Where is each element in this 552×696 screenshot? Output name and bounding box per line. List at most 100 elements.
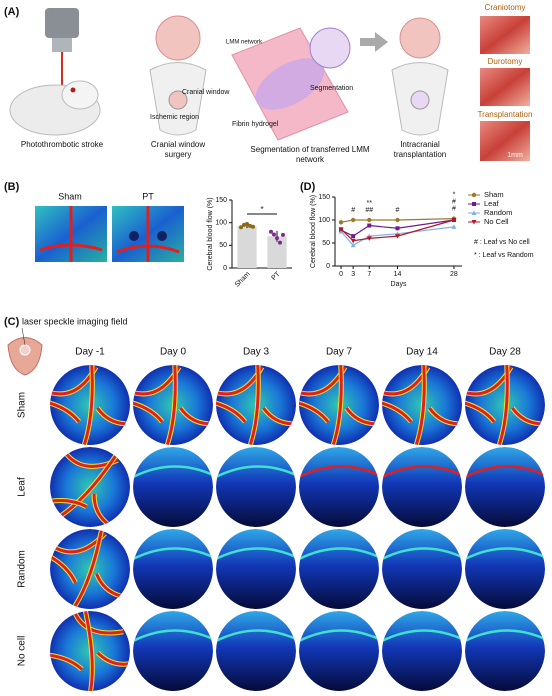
- speckle-image: [216, 365, 296, 445]
- y-axis-label: Cerebral blood flow (%): [207, 197, 214, 270]
- callout: Ischemic region: [150, 114, 199, 121]
- significance-label: ##: [365, 207, 373, 214]
- photo-label: Craniotomy: [485, 3, 526, 12]
- day-label: Day 7: [326, 347, 353, 358]
- marker: [367, 217, 372, 223]
- speckle-image: [465, 529, 545, 609]
- image-label: PT: [142, 191, 154, 201]
- vessel: [465, 400, 496, 423]
- caption: Cranial window surgery: [150, 140, 206, 159]
- vessel-arc: [382, 547, 462, 561]
- speckle-image: [299, 529, 379, 609]
- stroke-illustration: [9, 8, 101, 136]
- x-tick-label: 3: [351, 271, 355, 278]
- speckle-grid: [50, 365, 545, 691]
- speckle-field: [133, 611, 213, 691]
- marker: [367, 223, 372, 228]
- y-tick-label: 0: [326, 263, 330, 270]
- marker: [451, 218, 457, 223]
- vessel-arc: [216, 547, 296, 561]
- vessel: [50, 653, 83, 671]
- speckle-image: [382, 365, 462, 445]
- surgery-photos: [480, 16, 530, 161]
- vessel: [414, 365, 426, 445]
- significance-label: **: [367, 200, 373, 207]
- marker: [338, 220, 344, 225]
- vessel: [511, 407, 541, 426]
- data-point: [269, 229, 273, 234]
- data-point: [272, 232, 276, 237]
- marker: [338, 227, 344, 232]
- vessel: [50, 400, 81, 423]
- speckle-field: [216, 529, 296, 609]
- speckle-image: [465, 447, 545, 527]
- panel-label: (A): [4, 6, 20, 18]
- data-point: [245, 222, 249, 227]
- bar: [237, 225, 257, 268]
- speckle-field: [465, 529, 545, 609]
- speckle-image: [133, 529, 213, 609]
- day-label: Day 14: [406, 347, 438, 358]
- x-tick-label: 14: [394, 271, 402, 278]
- vessel: [74, 613, 124, 635]
- vessel-arc: [465, 629, 545, 643]
- x-tick-label: PT: [270, 270, 282, 282]
- x-tick-label: 7: [367, 271, 371, 278]
- note: # : Leaf vs No cell: [474, 239, 530, 246]
- vessel: [60, 454, 117, 517]
- marker: [471, 210, 477, 215]
- significance-label: #: [452, 198, 456, 205]
- scale-bar-label: 1mm: [507, 152, 523, 159]
- vessel-arc: [216, 465, 296, 479]
- data-point: [281, 232, 285, 237]
- bar: [267, 236, 287, 268]
- hydrogel-illustration: [231, 27, 388, 141]
- legend-label: Random: [484, 208, 512, 217]
- speckle-image: [133, 447, 213, 527]
- vessel: [95, 573, 121, 598]
- callout: Cranial window: [182, 89, 230, 96]
- vessel-arc: [133, 547, 213, 561]
- vessel: [248, 365, 260, 445]
- y-tick-label: 100: [318, 217, 330, 224]
- speckle-field: [133, 447, 213, 527]
- data-point: [248, 223, 252, 228]
- marker: [350, 217, 356, 223]
- group-label: Random: [17, 550, 28, 588]
- vessel: [133, 400, 164, 423]
- speckle-image: [133, 365, 213, 445]
- data-point: [239, 225, 243, 230]
- speckle-image: [133, 611, 213, 691]
- vessel-arc: [299, 465, 379, 479]
- photo-label: Transplantation: [478, 110, 533, 119]
- vessel: [428, 407, 458, 426]
- vessel: [165, 365, 177, 445]
- y-tick-label: 100: [215, 220, 227, 227]
- vessel-arc: [216, 629, 296, 643]
- speckle-image: [50, 611, 130, 691]
- panel-label: (B): [4, 181, 20, 193]
- vessel: [73, 529, 103, 607]
- note: * : Leaf vs Random: [474, 252, 534, 259]
- panel-label: (D): [300, 181, 316, 193]
- speckle-image: [216, 611, 296, 691]
- speckle-image: [465, 365, 545, 445]
- vessel-arc: [382, 629, 462, 643]
- speckle-image: [382, 447, 462, 527]
- speckle-field: [299, 529, 379, 609]
- group-label: Leaf: [17, 477, 28, 497]
- speckle-image: [50, 529, 130, 609]
- vessel: [216, 400, 247, 423]
- day-label: Day 3: [243, 347, 270, 358]
- y-tick-label: 0: [223, 265, 227, 272]
- speckle-field: [382, 529, 462, 609]
- day-label: Day -1: [75, 347, 105, 358]
- x-tick-label: Sham: [234, 271, 252, 289]
- speckle-image: [299, 365, 379, 445]
- marker: [394, 234, 400, 239]
- legend-label: Leaf: [484, 199, 500, 208]
- field-label: laser speckle imaging field: [22, 316, 128, 326]
- x-tick-label: 0: [339, 271, 343, 278]
